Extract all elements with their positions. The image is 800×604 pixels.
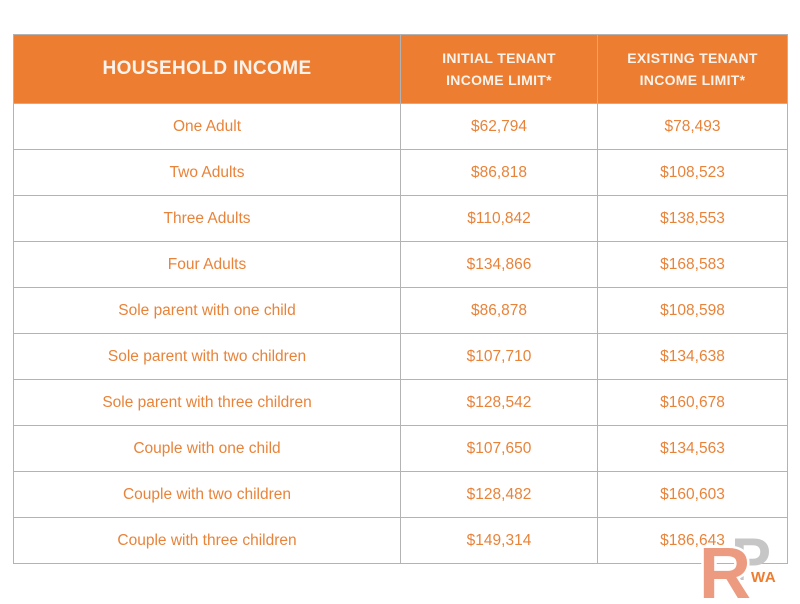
header-household-income-label: HOUSEHOLD INCOME <box>102 58 312 79</box>
table-row: Couple with one child $107,650 $134,563 <box>13 425 788 472</box>
household-type-cell: Couple with two children <box>13 471 401 518</box>
initial-limit-cell: $86,818 <box>400 149 598 196</box>
header-initial-tenant-limit: INITIAL TENANT INCOME LIMIT* <box>400 34 598 104</box>
initial-limit-cell: $107,710 <box>400 333 598 380</box>
header-initial-line1: INITIAL TENANT <box>442 49 556 66</box>
table-row: Sole parent with one child $86,878 $108,… <box>13 287 788 334</box>
header-existing-line1: EXISTING TENANT <box>627 49 758 66</box>
household-type-cell: Couple with three children <box>13 517 401 564</box>
household-type-cell: Couple with one child <box>13 425 401 472</box>
existing-limit-cell: $78,493 <box>597 103 788 150</box>
table-row: One Adult $62,794 $78,493 <box>13 103 788 150</box>
watermark-letter-p: P <box>731 526 771 593</box>
household-type-cell: Two Adults <box>13 149 401 196</box>
existing-limit-cell: $186,643 <box>597 517 788 564</box>
table-header: HOUSEHOLD INCOME INITIAL TENANT INCOME L… <box>13 34 788 104</box>
existing-limit-cell: $108,523 <box>597 149 788 196</box>
header-row: HOUSEHOLD INCOME INITIAL TENANT INCOME L… <box>13 34 788 104</box>
existing-limit-cell: $160,678 <box>597 379 788 426</box>
rpwa-watermark-logo: P R WA <box>698 526 777 604</box>
initial-limit-cell: $128,542 <box>400 379 598 426</box>
existing-limit-cell: $108,598 <box>597 287 788 334</box>
initial-limit-cell: $62,794 <box>400 103 598 150</box>
table-row: Couple with three children $149,314 $186… <box>13 517 788 564</box>
header-existing-line2: INCOME LIMIT* <box>639 72 746 88</box>
header-existing-tenant-limit: EXISTING TENANT INCOME LIMIT* <box>597 34 788 104</box>
watermark-letter-r: R <box>699 534 751 604</box>
table-body: One Adult $62,794 $78,493 Two Adults $86… <box>13 103 788 564</box>
household-type-cell: Four Adults <box>13 241 401 288</box>
existing-limit-cell: $168,583 <box>597 241 788 288</box>
header-household-income: HOUSEHOLD INCOME <box>13 34 401 104</box>
header-initial-line2: INCOME LIMIT* <box>446 72 552 88</box>
table-row: Couple with two children $128,482 $160,6… <box>13 471 788 518</box>
initial-limit-cell: $107,650 <box>400 425 598 472</box>
existing-limit-cell: $138,553 <box>597 195 788 242</box>
household-type-cell: Sole parent with one child <box>13 287 401 334</box>
existing-limit-cell: $134,638 <box>597 333 788 380</box>
table-row: Four Adults $134,866 $168,583 <box>13 241 788 288</box>
table-row: Sole parent with three children $128,542… <box>13 379 788 426</box>
table-row: Sole parent with two children $107,710 $… <box>13 333 788 380</box>
income-limits-table: HOUSEHOLD INCOME INITIAL TENANT INCOME L… <box>13 34 788 564</box>
initial-limit-cell: $149,314 <box>400 517 598 564</box>
watermark-wa-text: WA <box>751 569 776 586</box>
initial-limit-cell: $128,482 <box>400 471 598 518</box>
household-type-cell: Sole parent with three children <box>13 379 401 426</box>
initial-limit-cell: $134,866 <box>400 241 598 288</box>
table-row: Two Adults $86,818 $108,523 <box>13 149 788 196</box>
initial-limit-cell: $86,878 <box>400 287 598 334</box>
household-type-cell: One Adult <box>13 103 401 150</box>
existing-limit-cell: $134,563 <box>597 425 788 472</box>
table-row: Three Adults $110,842 $138,553 <box>13 195 788 242</box>
household-type-cell: Three Adults <box>13 195 401 242</box>
household-type-cell: Sole parent with two children <box>13 333 401 380</box>
initial-limit-cell: $110,842 <box>400 195 598 242</box>
existing-limit-cell: $160,603 <box>597 471 788 518</box>
income-limits-table-container: HOUSEHOLD INCOME INITIAL TENANT INCOME L… <box>13 34 788 564</box>
